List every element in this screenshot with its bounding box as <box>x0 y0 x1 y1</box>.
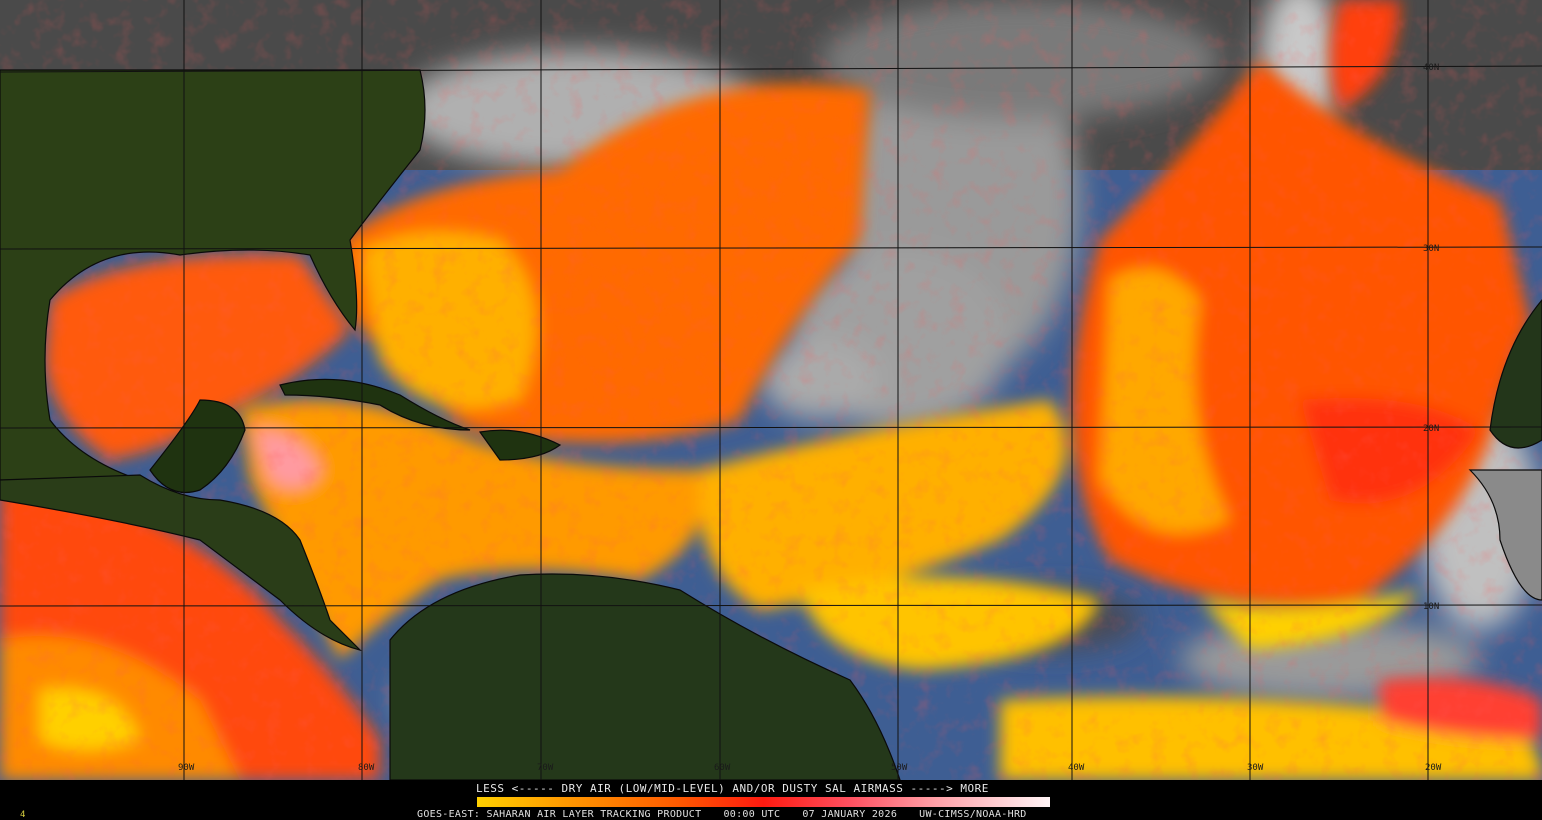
product-time: 00:00 UTC <box>723 809 781 820</box>
lon-label: 30W <box>1247 763 1264 773</box>
lon-label: 50W <box>891 763 908 773</box>
west-africa <box>1468 469 1542 601</box>
latitude-labels: 40N 30N 20N 10N <box>1423 63 1439 612</box>
lon-label: 40W <box>1068 763 1085 773</box>
product-credit: UW-CIMSS/NOAA-HRD <box>919 809 1027 820</box>
product-name: GOES-EAST: SAHARAN AIR LAYER TRACKING PR… <box>417 809 702 820</box>
lat-lon-grid <box>0 0 1542 780</box>
caption-bar: LESS <----- DRY AIR (LOW/MID-LEVEL) AND/… <box>0 780 1542 820</box>
longitude-labels: 90W 80W 70W 60W 50W 40W 30W 20W <box>178 763 1442 773</box>
lat-label: 40N <box>1423 63 1439 73</box>
satellite-map: 90W 80W 70W 60W 50W 40W 30W 20W 40N 30N … <box>0 0 1542 780</box>
legend-color-bar <box>477 797 1050 807</box>
lon-label: 60W <box>714 763 731 773</box>
lon-label: 80W <box>358 763 375 773</box>
central-america <box>0 474 362 652</box>
product-footer: GOES-EAST: SAHARAN AIR LAYER TRACKING PR… <box>417 809 1049 820</box>
legend-title: LESS <----- DRY AIR (LOW/MID-LEVEL) AND/… <box>476 782 989 795</box>
land-layer <box>0 69 1542 780</box>
yucatan <box>149 399 246 494</box>
lat-label: 30N <box>1423 244 1439 254</box>
product-date: 07 JANUARY 2026 <box>802 809 898 820</box>
hispaniola <box>478 429 562 461</box>
cuba <box>279 378 471 431</box>
south-america <box>389 573 901 780</box>
north-america <box>0 69 426 481</box>
lon-label: 70W <box>537 763 554 773</box>
lon-label: 90W <box>178 763 195 773</box>
africa <box>1489 299 1542 449</box>
lat-label: 20N <box>1423 424 1439 434</box>
lat-label: 10N <box>1423 602 1439 612</box>
corner-mark: 4 <box>20 810 26 820</box>
lon-label: 20W <box>1425 763 1442 773</box>
